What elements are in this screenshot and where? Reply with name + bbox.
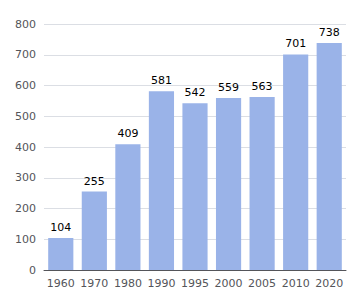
svg-text:500: 500	[15, 110, 36, 123]
svg-text:2020: 2020	[315, 277, 343, 290]
svg-text:104: 104	[50, 221, 71, 234]
svg-text:300: 300	[15, 171, 36, 184]
svg-text:559: 559	[218, 81, 239, 94]
svg-text:542: 542	[185, 86, 206, 99]
svg-text:581: 581	[151, 74, 172, 87]
svg-text:700: 700	[15, 48, 36, 61]
svg-text:600: 600	[15, 79, 36, 92]
svg-text:1970: 1970	[80, 277, 108, 290]
svg-text:409: 409	[117, 127, 138, 140]
svg-text:255: 255	[84, 175, 105, 188]
svg-text:2005: 2005	[248, 277, 276, 290]
svg-text:738: 738	[319, 26, 340, 39]
svg-text:100: 100	[15, 233, 36, 246]
svg-text:1980: 1980	[114, 277, 142, 290]
svg-text:2010: 2010	[282, 277, 310, 290]
svg-text:1995: 1995	[181, 277, 209, 290]
svg-text:800: 800	[15, 18, 36, 31]
svg-text:1990: 1990	[147, 277, 175, 290]
svg-text:0: 0	[29, 264, 36, 277]
svg-text:563: 563	[252, 80, 273, 93]
svg-text:1960: 1960	[47, 277, 75, 290]
svg-text:400: 400	[15, 141, 36, 154]
svg-text:701: 701	[285, 37, 306, 50]
svg-text:2000: 2000	[215, 277, 243, 290]
svg-text:200: 200	[15, 202, 36, 215]
